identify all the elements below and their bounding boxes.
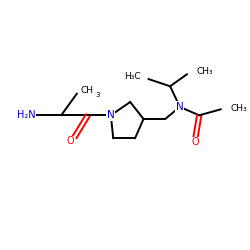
Text: N: N (107, 110, 115, 120)
Text: H₃C: H₃C (124, 72, 140, 81)
Text: CH₃: CH₃ (230, 104, 247, 112)
Text: 3: 3 (95, 92, 100, 98)
Text: CH₃: CH₃ (196, 67, 213, 76)
Text: CH: CH (80, 86, 94, 95)
Text: O: O (192, 138, 199, 147)
Text: H₂N: H₂N (17, 110, 36, 120)
Text: N: N (176, 102, 184, 112)
Text: O: O (66, 136, 74, 146)
